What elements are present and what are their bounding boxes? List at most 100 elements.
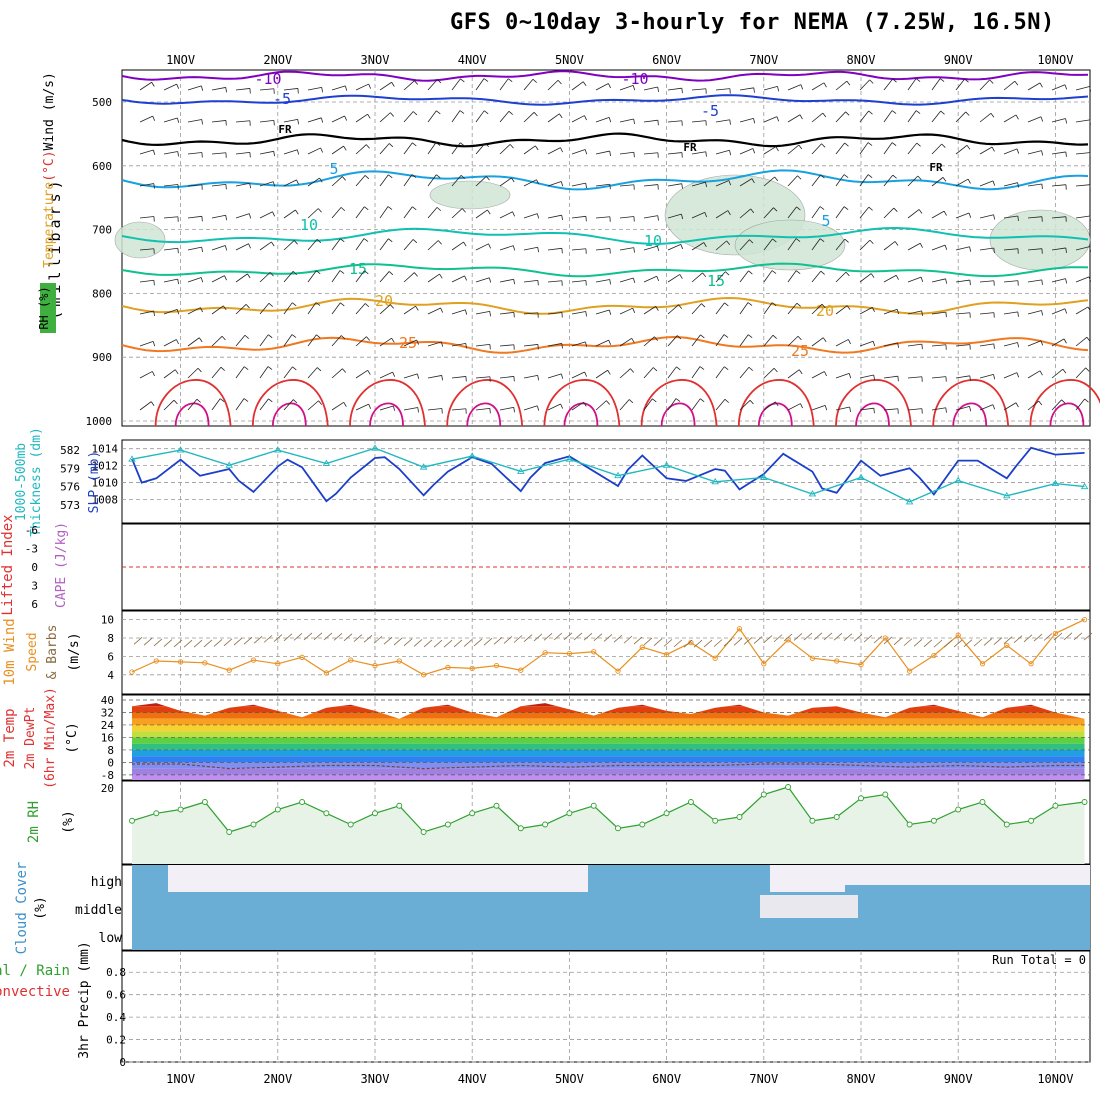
wind-barb-flag: [464, 309, 468, 315]
wind-barb: [1027, 216, 1042, 219]
date-label-bottom: 5NOV: [555, 1072, 584, 1086]
wind-barb-flag: [243, 366, 249, 371]
surface-wind-barb: [693, 639, 703, 648]
wind-barb-flag: [320, 117, 324, 123]
wind-barb-flag: [729, 119, 731, 125]
page-title: GFS 0~10day 3-hourly for NEMA (7.25W, 16…: [450, 10, 1055, 35]
wind-barb: [763, 207, 774, 219]
wind-barb-flag: [753, 87, 755, 93]
wind-barb-flag: [681, 183, 683, 189]
wind-barb-flag: [753, 118, 756, 124]
wind-barb-flag: [630, 368, 634, 373]
wind-barb: [355, 303, 366, 315]
wind-barb-flag: [508, 110, 514, 115]
wind-barb-flag: [293, 399, 298, 404]
wind-barb-flag: [364, 206, 369, 211]
wind-barb: [211, 245, 226, 251]
wind-barb: [715, 302, 725, 315]
wind-barb: [787, 369, 800, 379]
surface-wind-barb: [363, 635, 373, 643]
wind-barb: [547, 214, 562, 219]
wind-barb-flag: [704, 212, 708, 218]
wind-barb-flag: [1014, 80, 1019, 86]
wind-barb: [835, 111, 846, 123]
wind-barb-flag: [873, 374, 875, 380]
isotherm-30: [1029, 379, 1100, 427]
wind-barb: [187, 367, 199, 379]
date-label-top: 8NOV: [847, 53, 876, 67]
wind-barb-flag: [153, 310, 155, 317]
wind-barb: [883, 375, 898, 379]
wind-barb-flag: [560, 181, 564, 187]
wind-barb-flag: [800, 84, 804, 90]
wind-barb: [139, 115, 153, 123]
surface-wind-barb: [1073, 632, 1083, 641]
wind-barb-flag: [321, 87, 323, 93]
rh-shade: [734, 219, 846, 271]
wind-barb-flag: [609, 279, 611, 285]
wind-barb: [475, 407, 490, 411]
isotherm-30: [154, 379, 232, 427]
wind-barb: [571, 182, 586, 187]
surface-wind-barb: [863, 634, 873, 643]
thickness-marker: [419, 463, 428, 470]
contour-label: -10: [254, 70, 281, 88]
wind-barb: [883, 408, 898, 411]
wind-barb: [643, 152, 658, 155]
wind-barb-flag: [751, 178, 755, 184]
wind-barb: [835, 339, 849, 347]
isotherm-30: [543, 379, 621, 427]
wind-barb: [643, 86, 658, 91]
isotherm-minus5: [121, 94, 1089, 106]
wind-barb: [883, 241, 896, 251]
wind-barb-flag: [223, 305, 227, 311]
wind-barb-flag: [870, 273, 875, 278]
wind-speed-marker: [518, 667, 524, 673]
wind-barb: [979, 180, 994, 187]
wind-barb: [715, 399, 726, 411]
wind-barb-flag: [845, 111, 850, 116]
contour-label: -10: [621, 70, 648, 88]
wind-barb-flag: [340, 302, 345, 307]
thickness-line: [131, 447, 1085, 503]
wind-barb-flag: [724, 398, 730, 403]
wind-barb: [331, 238, 341, 251]
wind-barb: [139, 310, 154, 315]
wind-speed-marker: [761, 661, 767, 667]
wind-barb-flag: [152, 115, 156, 121]
surface-wind-barb: [803, 632, 813, 641]
wind-barb-flag: [151, 82, 155, 87]
isotherm-35: [660, 402, 696, 427]
contour-label: 25: [399, 334, 417, 352]
precip-convective-label: Convective: [0, 984, 70, 1000]
rh-marker: [663, 810, 670, 817]
wind-barb-flag: [678, 304, 683, 309]
surface-wind-barb: [1023, 634, 1033, 643]
wind-barb: [979, 280, 994, 283]
wind-barb: [403, 174, 413, 187]
panel-precip: [121, 950, 1091, 1063]
isotherm-35: [1049, 402, 1085, 427]
date-label-top: 9NOV: [944, 53, 973, 67]
wind-barb: [427, 408, 442, 411]
wind-barb: [379, 206, 389, 219]
wind-barb: [931, 344, 946, 347]
li-tick: -3: [25, 543, 38, 556]
wind-barb-flag: [1041, 150, 1044, 156]
thickness-marker: [128, 455, 136, 462]
wind-barb: [691, 272, 703, 283]
wind-barb-flag: [584, 371, 588, 377]
wind-barb-flag: [773, 368, 778, 373]
wind-barb: [619, 84, 634, 91]
wind-barb: [547, 181, 562, 187]
wind-barb-flag: [703, 242, 707, 247]
rh-marker: [858, 795, 864, 802]
wind-barb-flag: [535, 145, 539, 151]
wind-barb: [379, 304, 391, 315]
wind-barb: [667, 183, 682, 187]
precip-tick: 0.4: [106, 1011, 126, 1024]
wind-barb-flag: [513, 407, 515, 413]
wind-barb-flag: [968, 212, 972, 218]
wind-barb: [619, 247, 634, 251]
wind-barb-flag: [412, 239, 418, 244]
